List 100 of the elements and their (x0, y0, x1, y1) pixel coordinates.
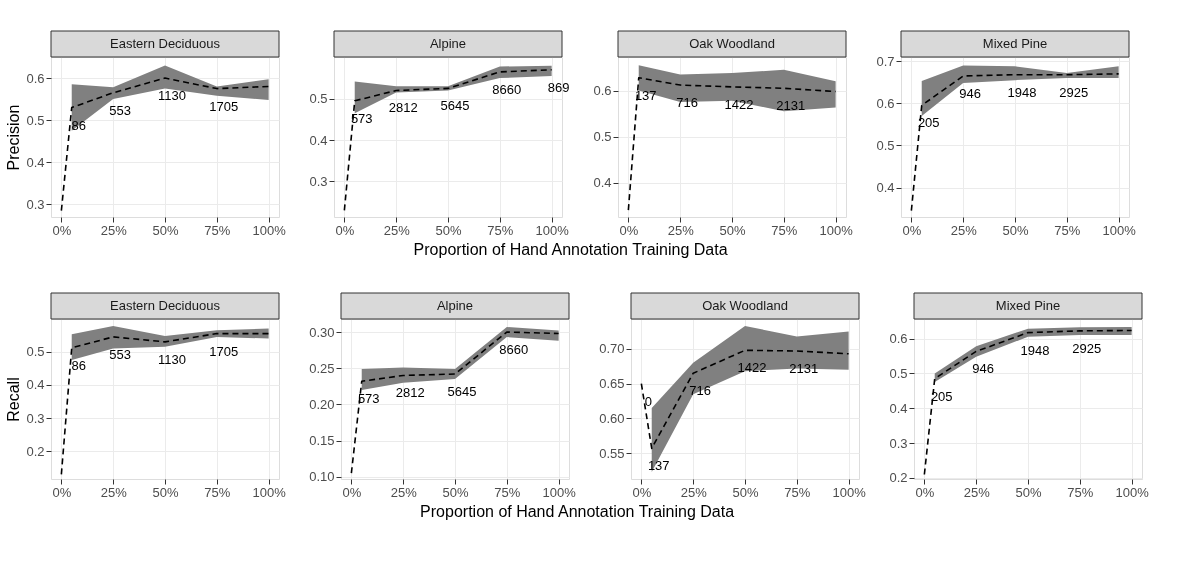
x-tick-label: 75% (771, 222, 798, 238)
x-tick-label: 0% (335, 222, 355, 238)
annotation: 553 (109, 102, 132, 118)
y-tick-label: 0.3 (889, 435, 908, 451)
x-tick-label: 25% (100, 484, 128, 500)
chart-title: Eastern Deciduous (110, 36, 221, 51)
y-tick-label: 0.5 (876, 137, 895, 153)
x-tick-label: 50% (732, 484, 759, 500)
x-tick-label: 50% (1002, 222, 1029, 238)
line-series (910, 73, 1120, 212)
annotation: 5645 (440, 98, 470, 114)
annotation: 946 (972, 361, 995, 377)
x-tick-label: 0% (915, 484, 935, 500)
chart-title: Oak Woodland (689, 36, 775, 51)
x-tick-label: 25% (383, 222, 411, 238)
x-tick-label: 0% (52, 222, 72, 238)
y-tick-label: 0.2 (26, 443, 45, 459)
line-series (350, 331, 560, 475)
annotation: 573 (357, 391, 380, 407)
x-tick-label: 100% (542, 484, 577, 500)
chart-title: Alpine (429, 36, 467, 51)
x-tick-label: 25% (100, 222, 128, 238)
annotation: 1422 (724, 96, 754, 112)
y-tick-label: 0.10 (309, 469, 335, 485)
x-tick-label: 75% (784, 484, 811, 500)
annotation: 1948 (1007, 84, 1037, 100)
y-tick-label: 0.5 (309, 91, 328, 107)
annotation: 1130 (158, 351, 186, 367)
x-tick-label: 100% (819, 222, 854, 238)
x-tick-label: 75% (1054, 222, 1081, 238)
annotation: 2925 (1059, 84, 1089, 100)
y-tick-label: 0.4 (876, 180, 895, 196)
annotation: 946 (959, 85, 982, 101)
x-tick-label: 0% (619, 222, 639, 238)
y-tick-label: 0.3 (26, 196, 45, 212)
annotation: 2925 (1072, 340, 1102, 356)
x-tick-label: 50% (435, 222, 462, 238)
annotation: 0 (644, 393, 652, 409)
chart-title: Mixed Pine (982, 36, 1048, 51)
annotation: 1705 (209, 343, 239, 359)
chart-title: Eastern Deciduous (110, 298, 221, 313)
x-tick-label: 25% (950, 222, 978, 238)
y-tick-label: 0.55 (599, 445, 625, 461)
y-tick-label: 0.5 (26, 344, 45, 360)
line-series (627, 76, 837, 211)
y-tick-label: 0.15 (309, 433, 335, 449)
annotation: 573 (350, 110, 373, 126)
line-series (60, 332, 270, 476)
y-tick-label: 0.4 (593, 175, 612, 191)
x-tick-label: 75% (487, 222, 514, 238)
x-tick-label: 25% (963, 484, 991, 500)
x-tick-label: 50% (152, 222, 179, 238)
annotation: 205 (930, 388, 953, 404)
x-tick-label: 25% (390, 484, 418, 500)
x-tick-label: 25% (667, 222, 695, 238)
x-tick-label: 25% (680, 484, 708, 500)
chart-title: Mixed Pine (995, 298, 1061, 313)
x-tick-label: 100% (252, 222, 287, 238)
y-tick-label: 0.6 (889, 331, 908, 347)
x-axis-title: Proportion of Hand Annotation Training Data (420, 502, 735, 520)
y-tick-label: 0.4 (26, 377, 45, 393)
y-tick-label: 0.4 (889, 400, 908, 416)
x-tick-label: 0% (342, 484, 362, 500)
y-tick-label: 0.6 (876, 95, 895, 111)
y-tick-label: 0.4 (26, 154, 45, 170)
y-axis-title: Precision (5, 104, 23, 171)
x-tick-label: 75% (1067, 484, 1094, 500)
annotation: 86 (71, 117, 86, 133)
x-tick-label: 75% (204, 222, 231, 238)
line-series (640, 349, 850, 450)
line-series (60, 77, 270, 212)
x-tick-label: 100% (1115, 484, 1150, 500)
annotation: 2131 (776, 98, 806, 114)
annotation: 137 (634, 87, 657, 103)
annotation: 553 (109, 346, 132, 362)
y-tick-label: 0.30 (309, 324, 335, 340)
annotation: 2131 (789, 361, 819, 376)
annotation: 1948 (1020, 342, 1050, 358)
y-tick-label: 0.5 (26, 112, 45, 128)
y-tick-label: 0.5 (889, 365, 908, 381)
annotation: 2812 (395, 385, 425, 401)
y-tick-label: 0.5 (593, 129, 612, 145)
annotation: 8660 (499, 342, 529, 358)
y-tick-label: 0.65 (599, 376, 625, 392)
y-tick-label: 0.70 (599, 341, 625, 357)
x-tick-label: 50% (442, 484, 469, 500)
x-tick-label: 0% (902, 222, 922, 238)
y-tick-label: 0.6 (26, 70, 45, 86)
x-axis-title: Proportion of Hand Annotation Training Data (413, 240, 728, 258)
y-tick-label: 0.3 (26, 410, 45, 426)
annotation: 869 (547, 79, 570, 95)
x-tick-label: 50% (1015, 484, 1042, 500)
y-tick-label: 0.4 (309, 132, 328, 148)
annotation: 86 (71, 357, 86, 373)
x-tick-label: 75% (204, 484, 231, 500)
line-series (923, 329, 1133, 476)
x-tick-label: 0% (52, 484, 72, 500)
y-axis-title: Recall (5, 377, 23, 422)
y-tick-label: 0.25 (309, 360, 335, 376)
x-tick-label: 50% (719, 222, 746, 238)
